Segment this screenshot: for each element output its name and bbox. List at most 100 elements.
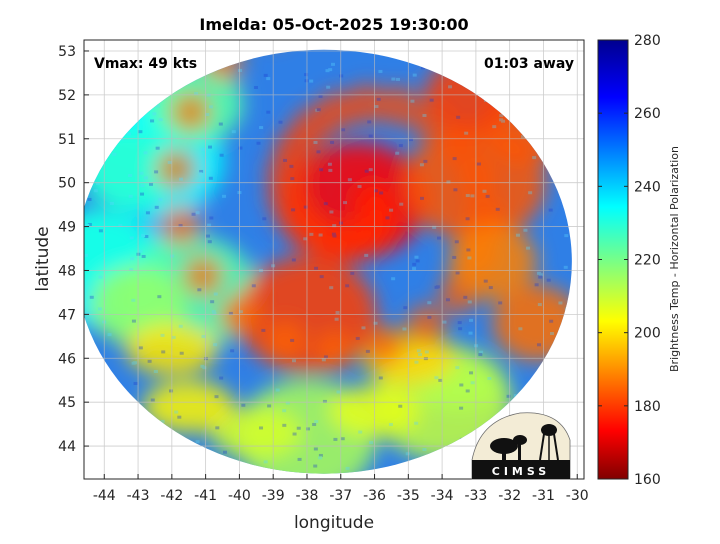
texture-speck	[416, 349, 421, 353]
texture-speck	[464, 131, 469, 135]
texture-speck	[379, 191, 384, 195]
texture-speck	[468, 331, 473, 335]
y-tick-label: 45	[58, 395, 76, 411]
texture-speck	[422, 114, 427, 118]
texture-speck	[478, 353, 483, 357]
texture-speck	[289, 164, 294, 168]
rain-band-cell	[316, 91, 357, 132]
texture-speck	[331, 62, 336, 66]
texture-speck	[369, 441, 374, 445]
texture-speck	[208, 176, 213, 180]
texture-speck	[499, 114, 504, 118]
texture-speck	[144, 235, 149, 239]
texture-speck	[335, 311, 340, 315]
texture-speck	[448, 85, 453, 89]
x-tick-label: -31	[532, 488, 555, 504]
texture-speck	[196, 185, 201, 189]
texture-speck	[282, 409, 287, 413]
x-axis-label: longitude	[294, 513, 374, 533]
colorbar-tick-label: 220	[634, 253, 661, 269]
texture-speck	[241, 403, 246, 407]
texture-speck	[558, 301, 563, 305]
texture-speck	[492, 125, 497, 129]
texture-speck	[537, 303, 542, 307]
texture-speck	[194, 92, 199, 96]
texture-speck	[414, 421, 419, 425]
cimss-logo-text: CIMSS	[492, 465, 550, 478]
texture-speck	[218, 122, 223, 126]
texture-speck	[314, 420, 319, 424]
texture-speck	[437, 236, 442, 240]
texture-speck	[391, 77, 396, 81]
texture-speck	[150, 398, 155, 402]
texture-speck	[161, 350, 166, 354]
x-tick-label: -38	[296, 488, 319, 504]
texture-speck	[85, 312, 90, 316]
texture-speck	[98, 275, 103, 279]
texture-speck	[253, 85, 258, 89]
texture-speck	[470, 381, 475, 385]
texture-speck	[84, 253, 89, 257]
texture-speck	[537, 271, 542, 275]
texture-speck	[207, 240, 212, 244]
texture-speck	[412, 73, 417, 77]
colorbar-tick-label: 200	[634, 326, 661, 342]
texture-speck	[309, 232, 314, 236]
rain-band-cell	[170, 92, 211, 133]
texture-speck	[322, 399, 327, 403]
texture-speck	[453, 188, 458, 192]
rain-band-cell	[314, 330, 355, 371]
texture-speck	[488, 286, 493, 290]
x-tick-label: -43	[127, 488, 150, 504]
texture-speck	[470, 194, 475, 198]
texture-speck	[238, 68, 243, 72]
x-tick-label: -42	[160, 488, 183, 504]
texture-speck	[434, 285, 439, 289]
texture-speck	[534, 283, 539, 287]
texture-speck	[230, 349, 235, 353]
texture-speck	[482, 189, 487, 193]
texture-speck	[228, 311, 233, 315]
texture-speck	[174, 410, 179, 414]
texture-speck	[198, 172, 203, 176]
rain-band-cell	[438, 123, 479, 164]
texture-speck	[291, 258, 296, 262]
texture-speck	[412, 267, 417, 271]
texture-speck	[318, 456, 323, 460]
texture-speck	[259, 426, 264, 430]
texture-speck	[499, 118, 504, 122]
vmax-annotation: Vmax: 49 kts	[94, 56, 197, 72]
texture-speck	[157, 295, 162, 299]
texture-speck	[398, 144, 403, 148]
texture-speck	[259, 126, 264, 130]
texture-speck	[87, 223, 92, 227]
texture-speck	[207, 223, 212, 227]
texture-speck	[457, 321, 462, 325]
texture-speck	[376, 97, 381, 101]
texture-speck	[532, 156, 537, 160]
x-tick-label: -40	[228, 488, 251, 504]
texture-speck	[399, 202, 404, 206]
texture-speck	[148, 182, 153, 186]
y-tick-label: 53	[58, 44, 76, 60]
y-tick-label: 46	[58, 351, 76, 367]
texture-speck	[282, 423, 287, 427]
texture-speck	[367, 120, 372, 124]
texture-speck	[330, 140, 335, 144]
texture-speck	[389, 208, 394, 212]
texture-speck	[357, 185, 362, 189]
texture-speck	[456, 115, 461, 119]
colorbar-tick-label: 240	[634, 179, 661, 195]
texture-speck	[96, 182, 101, 186]
texture-speck	[211, 310, 216, 314]
texture-speck	[291, 208, 296, 212]
texture-speck	[452, 157, 457, 161]
texture-speck	[267, 404, 272, 408]
texture-speck	[466, 248, 471, 252]
texture-speck	[112, 152, 117, 156]
texture-speck	[128, 194, 133, 198]
rain-band-cell	[264, 321, 305, 362]
texture-speck	[231, 130, 236, 134]
texture-speck	[549, 332, 554, 336]
